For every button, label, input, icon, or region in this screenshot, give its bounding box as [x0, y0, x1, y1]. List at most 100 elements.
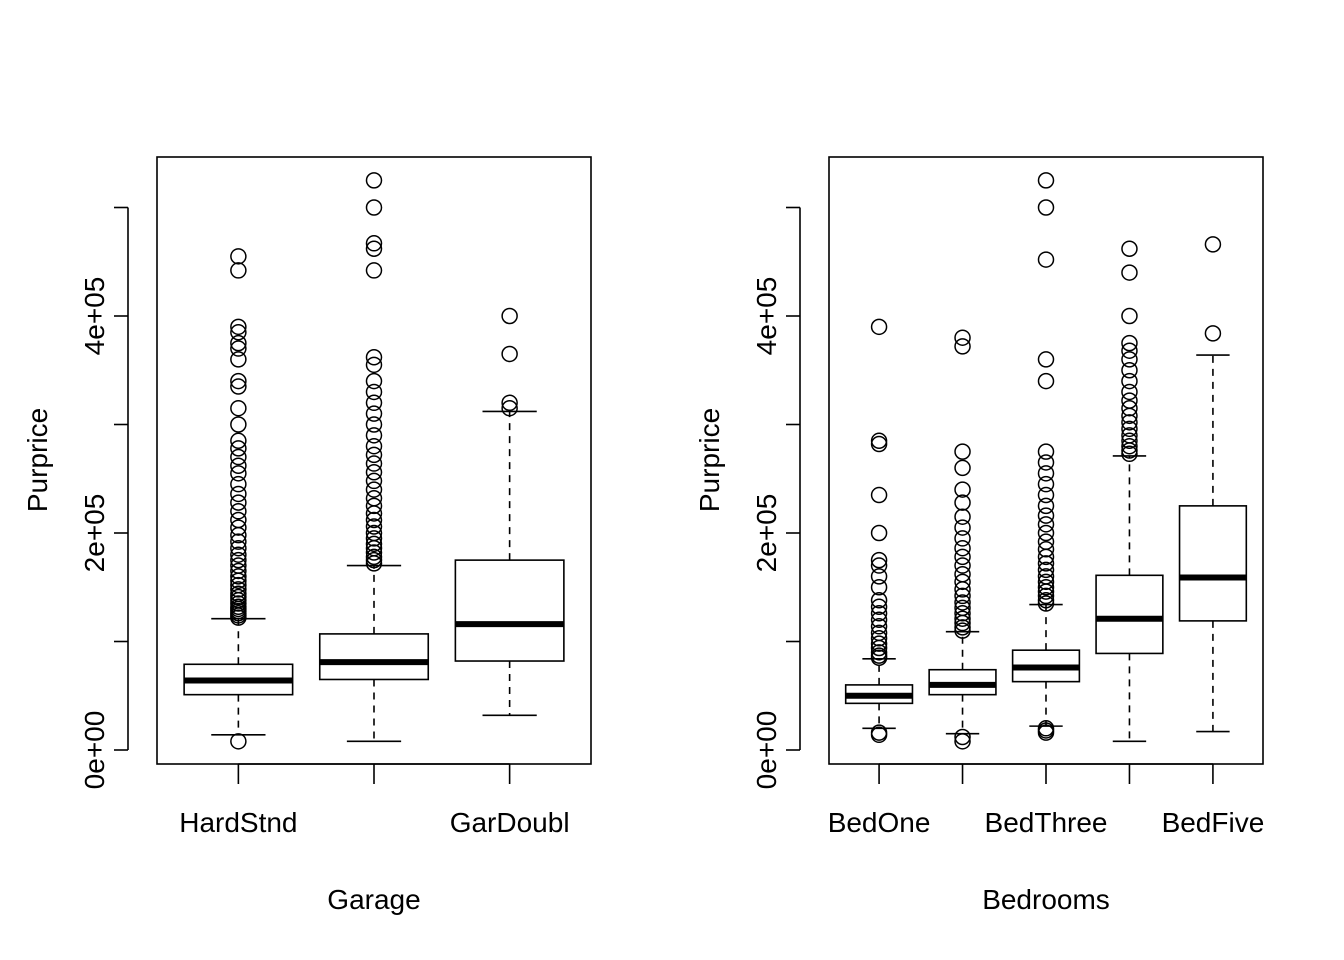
outlier-point	[1121, 307, 1138, 325]
iqr-box	[1178, 505, 1248, 622]
outlier-point	[230, 503, 247, 520]
outlier-point	[365, 383, 383, 401]
outlier-point	[1121, 427, 1138, 444]
iqr-box	[454, 559, 565, 662]
outlier-point	[501, 345, 518, 363]
outlier-point	[365, 262, 383, 279]
outlier-point	[230, 576, 247, 594]
box-group-2	[928, 329, 997, 750]
outlier-point	[230, 533, 247, 550]
outlier-point	[1037, 199, 1055, 216]
outlier-point	[1037, 579, 1055, 596]
x-tick-label: GarDoubl	[450, 807, 570, 838]
outlier-point	[230, 475, 247, 493]
outlier-point	[1121, 420, 1138, 438]
outlier-point	[365, 544, 383, 561]
outlier-point	[954, 519, 971, 536]
outlier-point	[1037, 720, 1055, 737]
y-axis: 0e+00 2e+05 4e+05	[751, 206, 801, 790]
outlier-point	[954, 728, 971, 746]
outlier-point	[365, 472, 383, 490]
outlier-point	[365, 394, 383, 412]
box-BedThree	[1011, 172, 1081, 741]
outlier-point	[501, 394, 518, 412]
outlier-point	[1037, 372, 1055, 390]
outlier-point	[365, 348, 383, 366]
x-tick-label: BedFive	[1162, 807, 1265, 838]
outlier-point	[365, 427, 383, 444]
outlier-point	[1037, 443, 1055, 460]
outlier-point	[954, 548, 971, 566]
outlier-point	[954, 605, 971, 622]
outlier-point	[1204, 325, 1222, 342]
outlier-point	[954, 619, 971, 636]
outlier-point	[870, 624, 888, 642]
outlier-point	[365, 497, 383, 515]
outlier-point	[230, 568, 247, 585]
outlier-point	[870, 432, 888, 450]
y-tick-label: 2e+05	[751, 494, 782, 573]
outlier-point	[1037, 507, 1055, 524]
outlier-point	[954, 481, 971, 498]
outlier-point	[365, 405, 383, 422]
outlier-point	[870, 557, 888, 574]
outlier-point	[1037, 486, 1055, 504]
box-group-2	[318, 172, 430, 743]
y-axis: 0e+00 2e+05 4e+05	[79, 206, 129, 789]
outlier-point	[870, 592, 888, 609]
outlier-point	[365, 372, 383, 390]
outlier-point	[1037, 561, 1055, 579]
outlier-point	[230, 519, 247, 536]
outlier-point	[365, 511, 383, 529]
outlier-point	[954, 539, 971, 557]
outlier-point	[230, 546, 247, 563]
outlier-point	[1037, 592, 1055, 609]
outlier-point	[230, 562, 247, 580]
outlier-point	[230, 733, 247, 750]
outlier-point	[365, 416, 383, 433]
box-group-4	[1095, 240, 1164, 743]
outlier-point	[230, 399, 247, 417]
outlier-point	[365, 535, 383, 553]
outlier-point	[365, 455, 383, 472]
outlier-point	[1121, 392, 1138, 409]
outlier-point	[870, 579, 888, 596]
outlier-point	[1121, 362, 1138, 379]
outlier-point	[365, 172, 383, 189]
outlier-point	[365, 199, 383, 216]
outlier-point	[1121, 432, 1138, 450]
outlier-point	[1037, 172, 1055, 189]
y-tick-label: 0e+00	[751, 711, 782, 790]
outlier-point	[1121, 437, 1138, 455]
outlier-point	[870, 435, 888, 453]
outlier-point	[230, 351, 247, 368]
outlier-point	[1121, 240, 1138, 257]
outlier-point	[365, 240, 383, 257]
outlier-point	[1037, 251, 1055, 268]
outlier-point	[365, 356, 383, 374]
outlier-point	[230, 585, 247, 603]
outlier-point	[365, 463, 383, 481]
x-axis-label: Bedrooms	[982, 884, 1110, 915]
y-tick-label: 4e+05	[79, 277, 110, 356]
outlier-point	[954, 557, 971, 574]
outlier-point	[1121, 372, 1138, 390]
outlier-point	[1121, 351, 1138, 368]
outlier-point	[230, 485, 247, 503]
outlier-point	[365, 548, 383, 566]
outlier-point	[1204, 236, 1222, 253]
outlier-point	[365, 437, 383, 455]
outlier-point	[365, 530, 383, 547]
outlier-point	[1037, 541, 1055, 558]
outlier-point	[1037, 516, 1055, 533]
outlier-point	[870, 524, 888, 542]
outlier-point	[230, 248, 247, 265]
outlier-point	[1121, 334, 1138, 352]
outlier-point	[870, 629, 888, 647]
outlier-point	[870, 598, 888, 616]
outlier-point	[954, 565, 971, 583]
outlier-point	[230, 557, 247, 574]
outlier-point	[1121, 264, 1138, 281]
iqr-box	[318, 633, 430, 681]
